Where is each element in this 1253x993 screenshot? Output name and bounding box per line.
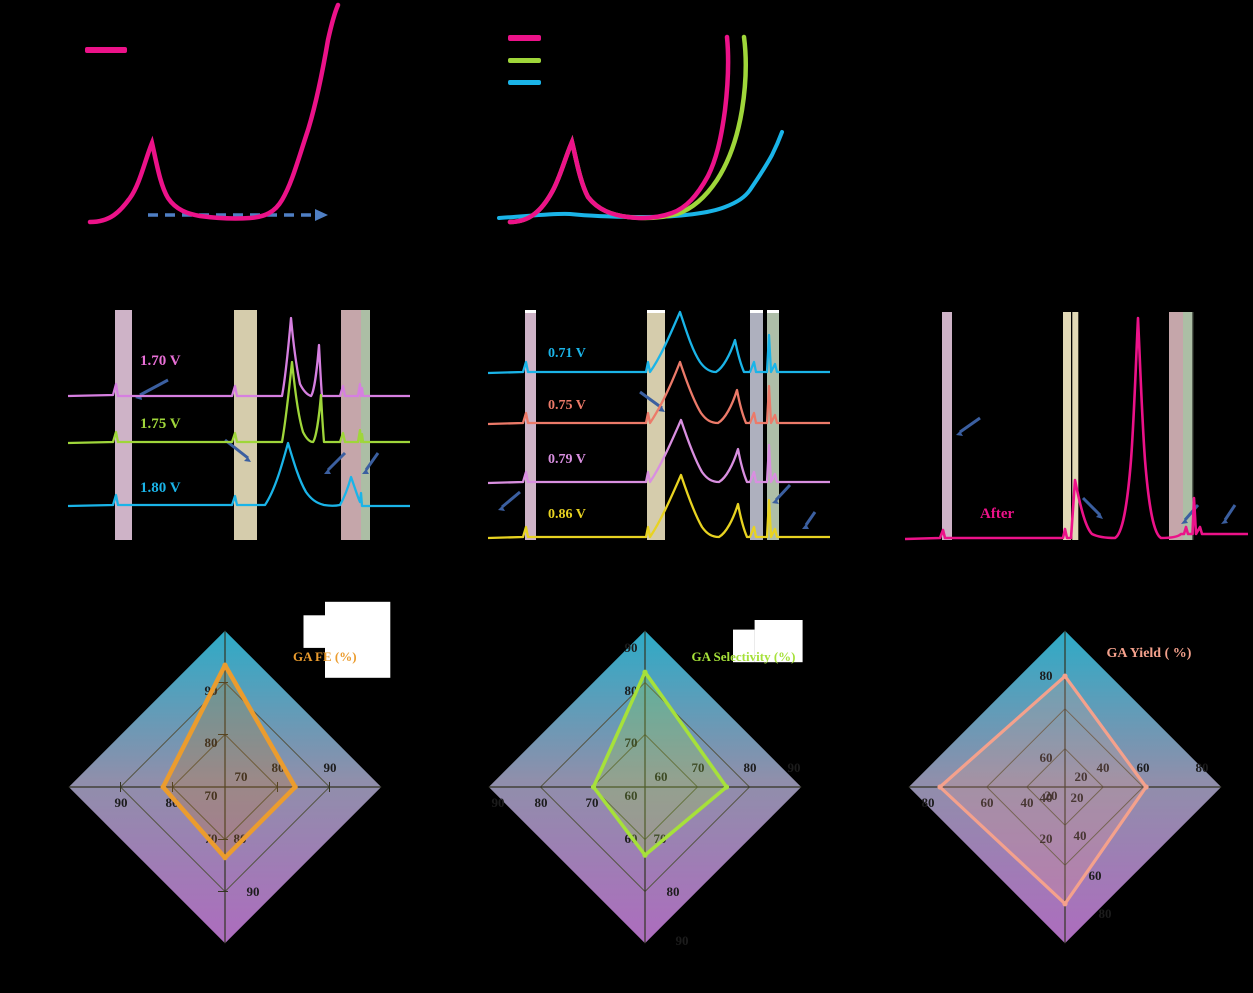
svg-text:1.70 V: 1.70 V (140, 353, 181, 369)
svg-text:0.79 V: 0.79 V (548, 452, 586, 467)
svg-text:90: 90 (625, 640, 638, 655)
svg-text:90: 90 (115, 795, 128, 810)
svg-text:GA FE (%): GA FE (%) (293, 649, 357, 664)
svg-text:80: 80 (744, 760, 757, 775)
svg-text:0.86 V: 0.86 V (548, 507, 586, 522)
svg-text:90: 90 (492, 795, 505, 810)
svg-text:80: 80 (1099, 906, 1112, 921)
svg-text:90: 90 (247, 884, 260, 899)
svg-text:After: After (980, 506, 1014, 522)
svg-text:70: 70 (586, 795, 599, 810)
svg-text:90: 90 (676, 933, 689, 948)
svg-text:60: 60 (1137, 760, 1150, 775)
svg-text:80: 80 (922, 795, 935, 810)
svg-text:90: 90 (324, 760, 337, 775)
svg-text:80: 80 (535, 795, 548, 810)
svg-text:60: 60 (1089, 868, 1102, 883)
svg-text:80: 80 (667, 884, 680, 899)
svg-text:GA Yield ( %): GA Yield ( %) (1107, 646, 1192, 661)
svg-text:GA Selectivity (%): GA Selectivity (%) (692, 649, 796, 664)
svg-text:80: 80 (1040, 668, 1053, 683)
svg-text:1.75 V: 1.75 V (140, 416, 181, 432)
svg-text:0.75 V: 0.75 V (548, 398, 586, 413)
svg-text:90: 90 (788, 760, 801, 775)
svg-text:80: 80 (1196, 760, 1209, 775)
svg-text:1.80 V: 1.80 V (140, 480, 181, 496)
svg-text:0.71 V: 0.71 V (548, 346, 586, 361)
